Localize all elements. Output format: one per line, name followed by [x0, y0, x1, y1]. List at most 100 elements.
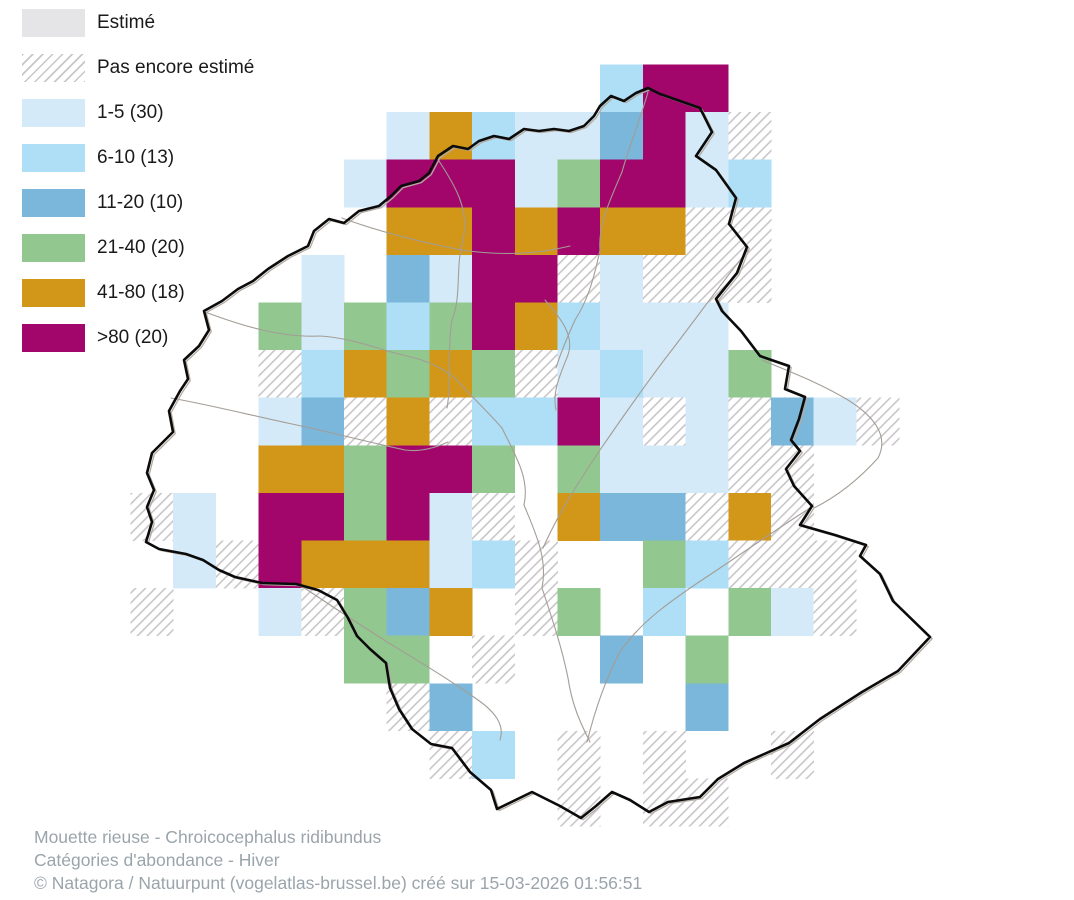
grid-cell-not-estimated [344, 397, 387, 446]
grid-cell-cat4 [344, 588, 387, 636]
grid-cell-cat5 [600, 207, 644, 256]
grid-cell-cat6 [301, 492, 345, 541]
grid-cell-not-estimated [514, 540, 558, 589]
legend-label: Pas encore estimé [97, 57, 255, 78]
grid-cell-not-estimated [429, 730, 473, 779]
grid-cell-cat3 [386, 588, 430, 636]
grid-cell-not-estimated [514, 350, 558, 398]
grid-cell-cat5 [429, 588, 473, 636]
grid-cell-cat1 [514, 112, 558, 160]
legend-label: >80 (20) [97, 327, 169, 348]
grid-cell-not-estimated [514, 588, 558, 636]
grid-cell-not-estimated [472, 492, 516, 541]
grid-cell-cat5 [429, 207, 473, 256]
grid-cell-cat4 [557, 588, 601, 636]
legend-label: 11-20 (10) [97, 192, 184, 213]
grid-cell-cat6 [429, 445, 473, 494]
grid-cell-cat2 [472, 540, 516, 589]
legend-label: 21-40 (20) [97, 237, 185, 258]
grid-cell-cat6 [386, 445, 430, 494]
grid-cell-cat2 [600, 350, 644, 398]
grid-cell-cat3 [600, 635, 644, 684]
grid-cell-cat4 [344, 445, 387, 494]
grid-cell-cat4 [472, 350, 516, 398]
grid-cell-not-estimated [813, 588, 857, 636]
grid-cell-not-estimated [728, 112, 772, 160]
grid-cell-not-estimated [130, 588, 174, 636]
legend-label: 1-5 (30) [97, 102, 164, 123]
grid-cell-not-estimated [856, 397, 900, 446]
legend-item-cat4: 21-40 (20) [22, 234, 254, 262]
grid-cell-cat1 [301, 302, 345, 351]
grid-cell-not-estimated [258, 350, 302, 398]
legend-item-cat3: 11-20 (10) [22, 189, 254, 217]
grid-cell-not-estimated [771, 540, 814, 589]
copyright-line: © Natagora / Natuurpunt (vogelatlas-brus… [34, 873, 643, 894]
municipal-boundary-line [555, 91, 649, 369]
grid-cell-cat4 [258, 302, 302, 351]
grid-cell-cat1 [642, 350, 686, 398]
municipal-boundary-line [542, 249, 749, 549]
grid-cell-cat3 [386, 254, 430, 303]
grid-cell-cat1 [600, 445, 644, 494]
grid-cell-cat5 [301, 540, 345, 589]
grid-cell-cat3 [301, 397, 345, 446]
grid-cell-cat4 [642, 540, 686, 589]
grid-cell-cat1 [301, 254, 345, 303]
grid-cell-not-estimated [685, 492, 729, 541]
municipal-boundary-line [299, 584, 502, 741]
grid-cell-cat6 [258, 492, 302, 541]
legend-label: 41-80 (18) [97, 282, 185, 303]
grid-cell-cat5 [386, 540, 430, 589]
grid-cell-cat3 [600, 492, 644, 541]
grid-cell-not-estimated [685, 254, 729, 303]
grid-cell-cat2 [557, 302, 601, 351]
grid-cell-cat5 [728, 492, 772, 541]
municipal-boundary-line [761, 359, 883, 509]
grid-cell-cat4 [685, 635, 729, 684]
legend-swatch [22, 234, 85, 262]
grid-cell-not-estimated [728, 254, 772, 303]
grid-cell-cat3 [642, 492, 686, 541]
grid-cell-cat1 [557, 350, 601, 398]
grid-cell-cat1 [258, 588, 302, 636]
grid-cell-not-estimated [557, 730, 601, 779]
grid-cell-cat6 [472, 207, 516, 256]
grid-cell-cat5 [514, 207, 558, 256]
legend-swatch [22, 189, 85, 217]
grid-cell-cat6 [514, 254, 558, 303]
municipal-boundary-line [454, 377, 503, 429]
municipal-boundary-line [204, 311, 456, 379]
grid-cell-cat1 [771, 588, 814, 636]
grid-cell-not-estimated [728, 445, 772, 494]
grid-cell-cat1 [429, 540, 473, 589]
legend-swatch [22, 54, 85, 82]
municipal-boundaries [170, 91, 883, 743]
grid-cell-not-estimated [771, 445, 814, 494]
grid-cell-cat1 [429, 254, 473, 303]
municipal-boundary-line [170, 397, 449, 452]
grid-cell-cat6 [386, 492, 430, 541]
grid-cell-not-estimated [771, 730, 814, 779]
legend-item-cat1: 1-5 (30) [22, 99, 254, 127]
grid-cell-not-estimated [642, 397, 686, 446]
grid-cell-not-estimated [429, 397, 473, 446]
grid-cell-cat2 [600, 64, 644, 113]
region-border [144, 86, 932, 820]
grid-cell-cat1 [642, 302, 686, 351]
legend-item-cat5: 41-80 (18) [22, 279, 254, 307]
grid-cell-not-estimated [301, 588, 345, 636]
grid-cell-cat3 [600, 112, 644, 160]
legend-item-not-estimated: Pas encore estimé [22, 54, 254, 82]
grid-cell-cat1 [685, 445, 729, 494]
grid-cell-cat4 [344, 302, 387, 351]
grid-cell-cat4 [728, 588, 772, 636]
grid-cell-not-estimated [685, 778, 729, 827]
grid-cell-cat2 [472, 730, 516, 779]
grid-cell-cat4 [386, 350, 430, 398]
grid-cell-cat5 [514, 302, 558, 351]
grid-cells-layer [130, 64, 900, 827]
grid-cell-not-estimated [642, 730, 686, 779]
grid-cell-cat2 [514, 397, 558, 446]
